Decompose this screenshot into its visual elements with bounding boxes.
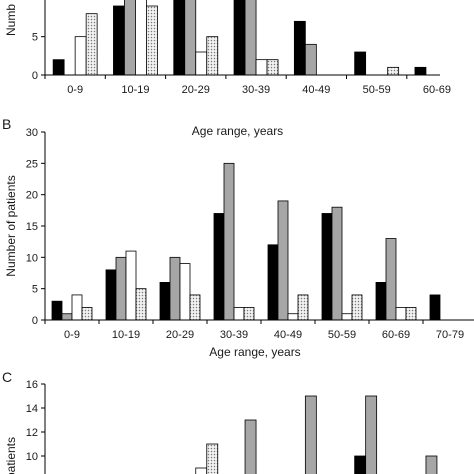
x-tick-label: 30-39 [242, 84, 270, 96]
bar-20-29-s3 [179, 263, 191, 321]
bar-30-39-s4 [266, 59, 279, 76]
bar-10-19-s1 [105, 269, 117, 321]
y-tick-label: 16 [26, 379, 38, 391]
bar-10-19-s1 [113, 5, 125, 76]
y-axis-label: Numb [4, 4, 18, 36]
bar-20-29-s4 [189, 294, 201, 321]
bar-10-19-s4 [135, 288, 147, 321]
bar-50-59-s2 [331, 206, 343, 321]
bar-0-9-s3 [71, 294, 83, 321]
y-tick-label: 0 [32, 315, 38, 327]
y-tick-label: 14 [26, 403, 38, 415]
x-axis-label: Age range, years [192, 124, 283, 138]
x-tick-label: 20-29 [166, 329, 194, 341]
y-tick-label: 30 [26, 127, 38, 139]
bar-30-39-s3 [255, 59, 268, 76]
chart-panel-3: 10 12 14 16 patients C [2, 369, 438, 474]
bar-10-19-s2 [115, 256, 127, 321]
bar-60-69-s1 [375, 281, 387, 321]
bar-0-9-s1 [51, 300, 63, 321]
bar-40-49-s2 [304, 43, 317, 76]
bar-50-59-s1 [354, 455, 367, 474]
bar-40-49-s4 [297, 294, 309, 321]
bar-20-29-s3 [195, 467, 208, 474]
x-tick-label: 70-79 [436, 329, 464, 341]
bar-50-59-s4 [387, 66, 400, 76]
bar-50-59-s3 [341, 313, 353, 321]
bar-40-49-s2 [277, 200, 289, 321]
bar-20-29-s4 [206, 443, 219, 474]
x-tick-label: 20-29 [182, 84, 210, 96]
bar-30-39-s4 [243, 307, 255, 321]
bar-10-19-s3 [135, 0, 147, 76]
bar-20-29-s1 [173, 0, 186, 76]
x-tick-label: 0-9 [67, 84, 83, 96]
bar-30-39-s3 [233, 307, 245, 321]
y-tick-label: 0 [32, 70, 38, 82]
y-tick-label: 10 [26, 451, 38, 463]
x-tick-label: 50-59 [363, 84, 391, 96]
bar-10-19-s2 [124, 0, 136, 76]
panel-label: B [2, 116, 11, 132]
bar-50-59-s1 [354, 51, 367, 76]
y-axis-label: Number of patients [4, 175, 18, 276]
bar-0-9-s1 [52, 59, 65, 76]
bar-0-9-s3 [74, 36, 87, 76]
bar-30-39-s1 [213, 213, 225, 321]
bar-40-49-s1 [267, 244, 279, 321]
bar-20-29-s2 [184, 0, 197, 76]
x-tick-label: 10-19 [121, 84, 149, 96]
bars [52, 0, 427, 76]
x-tick-label: 50-59 [328, 329, 356, 341]
bar-50-59-s4 [351, 294, 363, 321]
y-tick-label: 25 [26, 158, 38, 170]
bars [51, 162, 441, 321]
y-tick-label: 15 [26, 221, 38, 233]
bar-0-9-s4 [81, 307, 93, 321]
x-tick-label: 0-9 [64, 329, 80, 341]
bar-20-29-s4 [206, 36, 219, 76]
bar-10-19-s4 [146, 5, 158, 76]
bar-40-49-s3 [287, 313, 299, 321]
x-tick-label: 10-19 [112, 329, 140, 341]
bar-40-49-s2 [304, 395, 317, 474]
panel-label: C [2, 369, 12, 385]
bar-30-39-s2 [223, 162, 235, 321]
y-tick-label: 10 [26, 252, 38, 264]
y-tick-label: 5 [32, 284, 38, 296]
bar-0-9-s2 [61, 313, 73, 321]
bar-20-29-s3 [195, 51, 208, 76]
bar-20-29-s1 [159, 281, 171, 321]
bar-60-69-s4 [405, 307, 417, 321]
x-tick-label: 30-39 [220, 329, 248, 341]
chart-panel-2: 0 5 10 15 20 25 30 0-9 10-19 20-29 30-39 40-49 50-59… [2, 116, 474, 359]
bar-60-69-s2 [385, 238, 397, 321]
bar-60-69-s1 [414, 66, 427, 76]
bar-60-69-s2 [425, 455, 438, 474]
bars [195, 395, 438, 474]
x-axis-label: Age range, years [209, 345, 300, 359]
bar-20-29-s2 [169, 256, 181, 321]
bar-30-39-s1 [233, 0, 246, 76]
bar-30-39-s2 [244, 419, 257, 474]
bar-30-39-s2 [244, 0, 257, 76]
y-tick-label: 5 [32, 32, 38, 44]
bar-60-69-s3 [395, 307, 407, 321]
y-tick-label: 12 [26, 427, 38, 439]
x-tick-label: 60-69 [382, 329, 410, 341]
bar-50-59-s2 [365, 395, 378, 474]
bar-10-19-s3 [125, 250, 137, 321]
y-axis-label: patients [4, 437, 18, 474]
chart-panel-1: 0 5 0-9 10-19 20-29 30-39 40-49 50-59 60-69 Age r… [4, 0, 451, 138]
bar-50-59-s1 [321, 213, 333, 321]
x-tick-label: 60-69 [423, 84, 451, 96]
x-tick-label: 40-49 [274, 329, 302, 341]
bar-70-79-s1 [429, 294, 441, 321]
bar-0-9-s4 [85, 13, 98, 76]
x-tick-label: 40-49 [302, 84, 330, 96]
y-tick-label: 20 [26, 190, 38, 202]
bar-40-49-s1 [293, 20, 306, 76]
